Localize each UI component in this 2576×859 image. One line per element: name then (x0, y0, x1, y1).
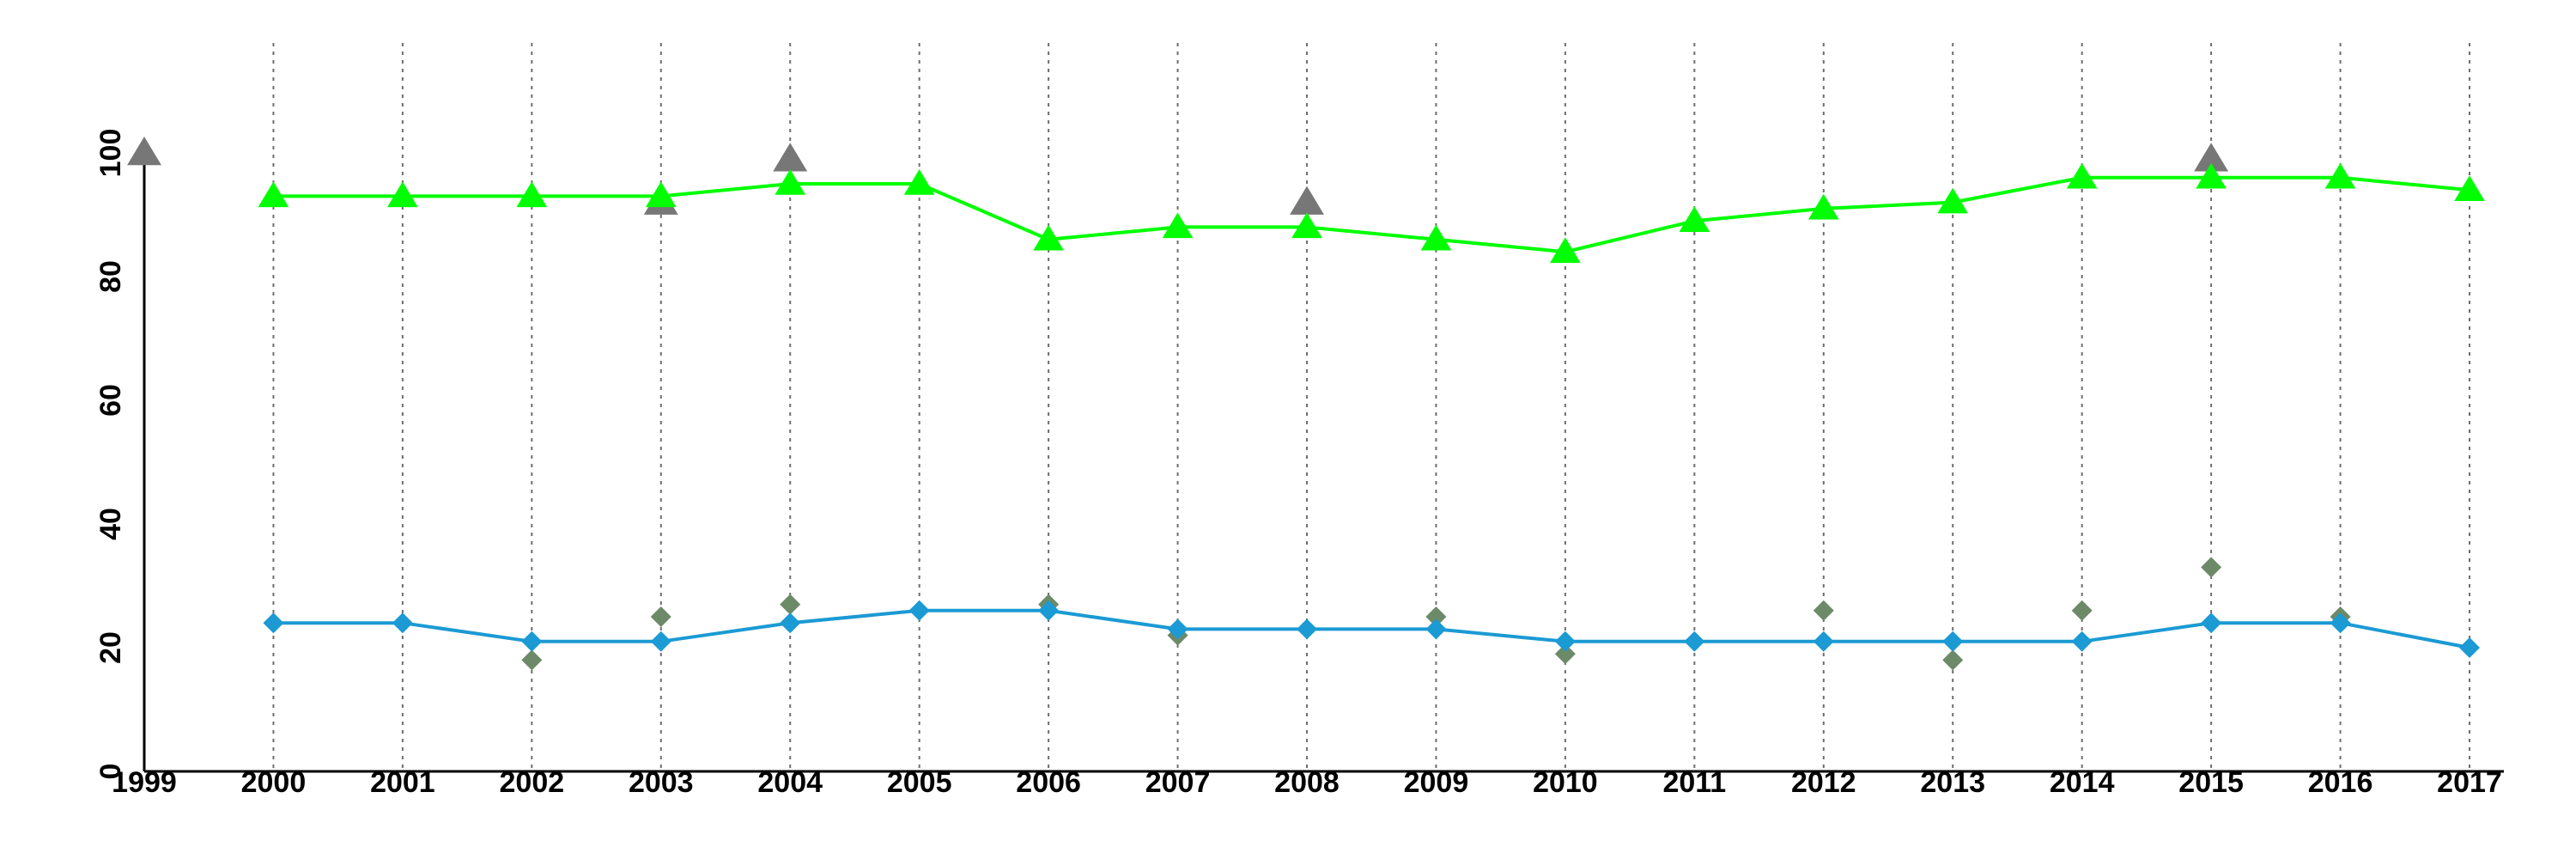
diamond-marker (1813, 631, 1834, 652)
triangle-marker (773, 143, 808, 172)
diamond-marker (780, 612, 801, 634)
triangle-marker (516, 181, 548, 208)
x-tick-label: 2003 (629, 766, 694, 799)
triangle-marker (2454, 175, 2485, 201)
triangle-marker (2194, 143, 2229, 172)
diamond-marker (1554, 631, 1576, 652)
x-tick-label: 2010 (1533, 766, 1598, 799)
diamond-marker (2201, 557, 2222, 578)
grid-layer (272, 43, 2470, 771)
x-tick-label: 2016 (2308, 766, 2373, 799)
y-tick-label: 60 (94, 384, 127, 417)
x-tick-label: 2005 (887, 766, 952, 799)
y-tick-label: 80 (94, 260, 127, 293)
x-tick-label: 2000 (241, 766, 307, 799)
diamond-marker (1942, 649, 1964, 671)
y-tick-label: 0 (94, 764, 127, 780)
series-layer (127, 137, 2485, 671)
diamond-marker (521, 649, 543, 671)
diamond-marker (2330, 612, 2351, 634)
diamond-marker (1425, 618, 1447, 640)
triangle-marker (645, 181, 677, 208)
diamond-marker (650, 606, 671, 627)
series-line (273, 608, 2470, 649)
triangle-marker (127, 137, 161, 166)
x-tick-label: 2002 (500, 766, 565, 799)
diamond-marker (1038, 600, 1060, 621)
triangle-marker (1162, 212, 1194, 239)
y-tick-label: 20 (94, 631, 127, 664)
x-tick-label: 2015 (2178, 766, 2244, 799)
triangle-marker (1679, 206, 1710, 232)
triangle-marker (2066, 162, 2098, 189)
series-line (273, 175, 2470, 254)
triangle-marker (903, 169, 935, 195)
x-tick-label: 2013 (1920, 766, 1985, 799)
diamond-marker (2459, 637, 2480, 658)
triangle-marker (1291, 212, 1322, 239)
y-tick-label: 100 (94, 129, 127, 178)
triangle-marker (1937, 187, 1969, 214)
diamond-marker (1813, 600, 1834, 621)
diamond-marker (1425, 606, 1447, 627)
diamond-marker (1167, 618, 1188, 640)
x-tick-label: 2011 (1662, 766, 1726, 799)
x-tick-label: 2012 (1791, 766, 1856, 799)
diamond-marker (263, 612, 284, 634)
diamond-marker (780, 594, 801, 615)
x-tick-label: 2009 (1404, 766, 1469, 799)
diamond-marker (2071, 600, 2093, 621)
diamond-marker (1684, 631, 1705, 652)
triangle-marker (2324, 162, 2356, 189)
diamond-marker (2201, 612, 2222, 634)
x-tick-label: 2007 (1145, 766, 1211, 799)
label-layer: 1999 2000 2001 2002 2003 2004 2005 2006 2007 2008… (94, 129, 2502, 799)
diamond-marker (1942, 631, 1964, 652)
x-tick-label: 1999 (112, 766, 177, 799)
x-tick-label: 2001 (370, 766, 435, 799)
x-tick-label: 2008 (1274, 766, 1340, 799)
triangle-marker (1033, 224, 1064, 251)
triangle-marker (1290, 186, 1324, 215)
x-tick-label: 2014 (2050, 766, 2115, 799)
triangle-marker (2196, 162, 2227, 189)
triangle-marker (1550, 237, 1581, 263)
triangle-marker (258, 181, 289, 208)
diamond-marker (521, 631, 543, 652)
diamond-marker (650, 631, 671, 652)
y-tick-label: 40 (94, 508, 127, 540)
diamond-marker (1554, 643, 1576, 665)
diamond-marker (2071, 631, 2093, 652)
triangle-marker (1807, 193, 1839, 220)
triangle-marker (1420, 224, 1452, 251)
diamond-marker (908, 600, 930, 621)
diamond-marker (1297, 618, 1317, 640)
triangle-marker (775, 169, 806, 195)
x-tick-label: 2017 (2437, 766, 2502, 799)
x-tick-label: 2004 (757, 766, 823, 799)
axis-layer (143, 155, 2504, 773)
triangle-marker (387, 181, 418, 208)
x-tick-label: 2006 (1016, 766, 1081, 799)
diamond-marker (392, 612, 413, 634)
